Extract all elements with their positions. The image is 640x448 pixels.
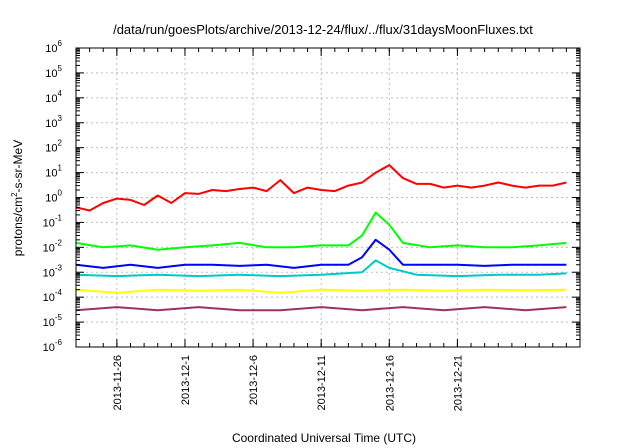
y-tick-label-base: 10 (45, 93, 57, 105)
y-tick-label-base: 10 (43, 342, 55, 354)
x-tick-label: 2013-12-11 (316, 355, 328, 410)
x-tick-label: 2013-12-16 (384, 355, 396, 411)
y-tick-label: 106 (45, 39, 62, 55)
y-axis-label-part2: -s-sr-MeV (11, 140, 25, 193)
y-tick-label-base: 10 (43, 317, 55, 329)
y-tick-label: 102 (45, 139, 62, 155)
y-axis-label-sup: 2 (10, 192, 19, 197)
series-line-4 (75, 259, 567, 278)
series-line-5 (75, 288, 567, 294)
y-tick-label-exp: 4 (58, 89, 63, 98)
y-tick-label-exp: 5 (58, 64, 63, 73)
y-tick-label: 10-5 (43, 313, 63, 329)
series-line-6 (75, 306, 567, 312)
y-axis-label-part1: protons/cm (11, 197, 25, 256)
x-tick-labels: 2013-11-26 2013-12-1 2013-12-6 2013-12-11 20… (112, 355, 465, 411)
y-tick-label-exp: -1 (55, 213, 63, 222)
y-tick-label-exp: 0 (58, 189, 63, 198)
y-tick-label: 101 (45, 164, 62, 180)
y-axis-label: protons/cm2-s-sr-MeV (10, 140, 25, 256)
y-tick-label-exp: 3 (58, 114, 63, 123)
y-tick-label-base: 10 (43, 217, 55, 229)
y-tick-label: 104 (45, 89, 62, 105)
y-tick-label: 100 (45, 189, 62, 205)
x-tick-label: 2013-11-26 (112, 355, 124, 410)
y-tick-label-exp: -4 (55, 288, 63, 297)
x-axis-label: Coordinated Universal Time (UTC) (232, 431, 416, 445)
y-tick-label-base: 10 (45, 68, 57, 80)
series-line-1 (75, 164, 567, 212)
y-tick-labels: 10-610-510-410-310-210-11001011021031041… (43, 39, 63, 354)
y-tick-label-exp: -3 (55, 263, 63, 272)
y-tick-label-exp: -2 (55, 238, 63, 247)
x-tick-label: 2013-12-21 (452, 355, 464, 411)
y-tick-label-base: 10 (43, 292, 55, 304)
y-tick-label: 10-3 (43, 263, 63, 279)
x-tick-label: 2013-12-1 (180, 355, 192, 405)
y-tick-label: 10-6 (43, 338, 63, 354)
y-tick-label: 10-1 (43, 213, 63, 229)
y-tick-label-exp: -6 (55, 338, 63, 347)
y-tick-label-base: 10 (45, 43, 57, 55)
y-tick-label-exp: 1 (58, 164, 63, 173)
series-line-3 (75, 238, 567, 269)
y-tick-label: 103 (45, 114, 62, 130)
y-tick-label-exp: -5 (55, 313, 63, 322)
y-tick-label-base: 10 (43, 242, 55, 254)
y-tick-label-base: 10 (45, 118, 57, 130)
y-tick-label: 105 (45, 64, 62, 80)
y-tick-label-base: 10 (45, 168, 57, 180)
y-tick-label-base: 10 (43, 267, 55, 279)
series-line-2 (75, 211, 567, 251)
ticks (75, 47, 581, 348)
y-tick-label-base: 10 (45, 193, 57, 205)
y-tick-label-base: 10 (45, 143, 57, 155)
y-tick-label-exp: 6 (58, 39, 63, 48)
y-tick-label-exp: 2 (58, 139, 63, 148)
series-layer (75, 164, 567, 312)
x-tick-label: 2013-12-6 (248, 355, 260, 405)
y-tick-label: 10-2 (43, 238, 63, 254)
chart-title: /data/run/goesPlots/archive/2013-12-24/f… (113, 22, 533, 37)
y-tick-label: 10-4 (43, 288, 63, 304)
